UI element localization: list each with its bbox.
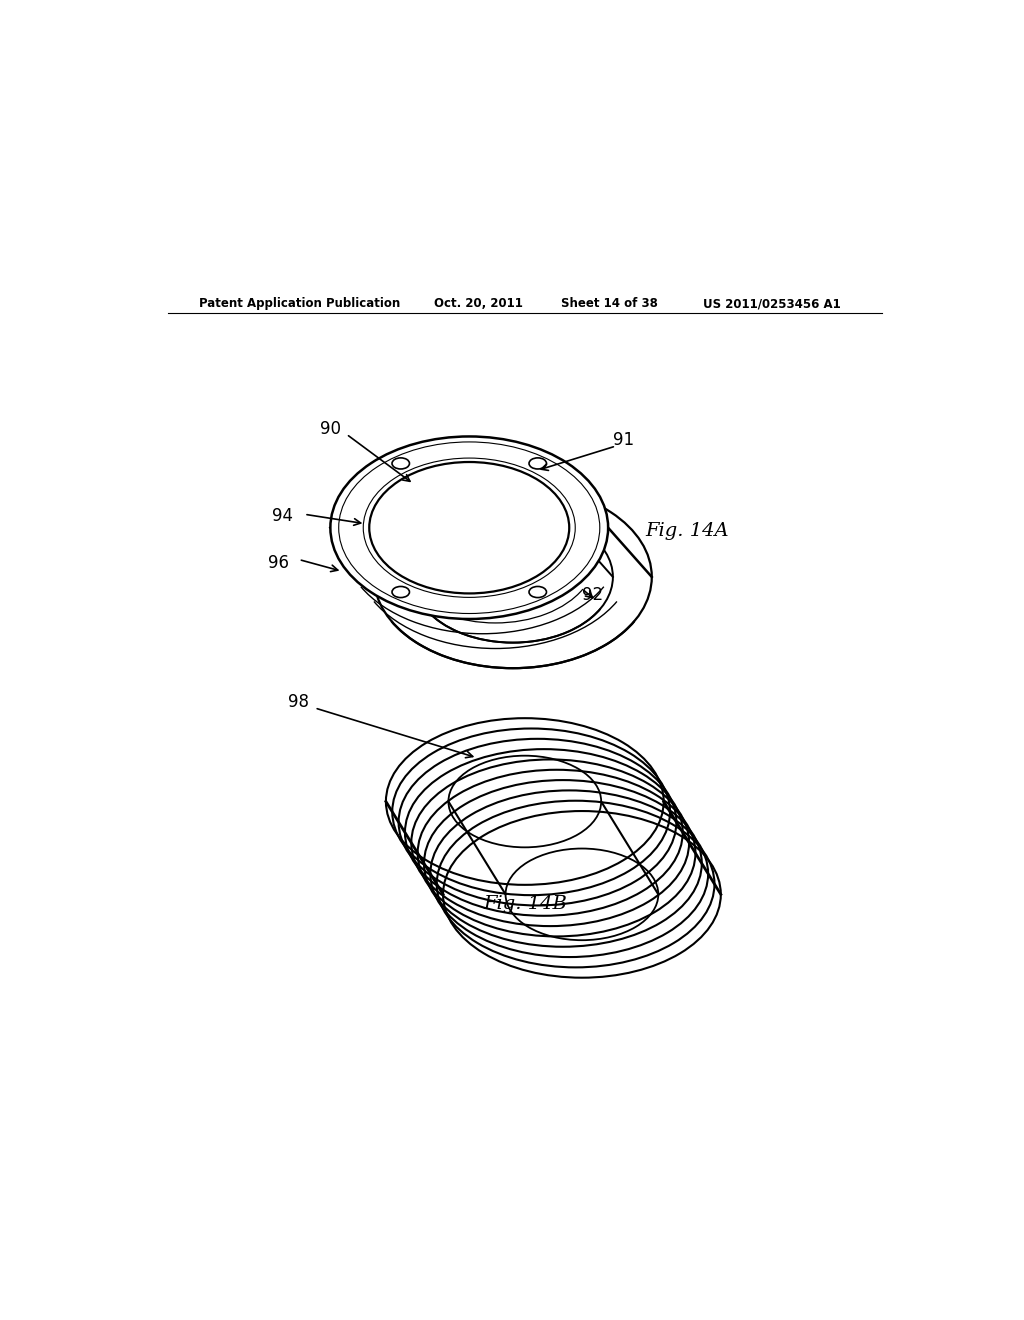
Text: US 2011/0253456 A1: US 2011/0253456 A1	[703, 297, 841, 310]
Text: 98: 98	[288, 693, 309, 711]
Ellipse shape	[436, 801, 715, 968]
Text: Oct. 20, 2011: Oct. 20, 2011	[433, 297, 522, 310]
Ellipse shape	[398, 739, 677, 906]
Text: Fig. 14B: Fig. 14B	[483, 895, 566, 912]
Ellipse shape	[392, 729, 670, 895]
Text: Patent Application Publication: Patent Application Publication	[200, 297, 400, 310]
Ellipse shape	[412, 759, 689, 927]
Ellipse shape	[443, 810, 721, 978]
Text: 96: 96	[268, 554, 290, 573]
Ellipse shape	[529, 586, 547, 598]
Text: 91: 91	[613, 432, 635, 449]
Ellipse shape	[374, 486, 651, 668]
Ellipse shape	[392, 458, 410, 469]
Ellipse shape	[529, 458, 547, 469]
Text: Fig. 14A: Fig. 14A	[646, 521, 729, 540]
Text: 92: 92	[582, 586, 603, 605]
Ellipse shape	[430, 791, 709, 957]
Ellipse shape	[386, 718, 664, 884]
Text: Sheet 14 of 38: Sheet 14 of 38	[560, 297, 657, 310]
Ellipse shape	[404, 750, 683, 916]
Ellipse shape	[424, 780, 701, 946]
Text: 94: 94	[272, 507, 293, 525]
Text: 90: 90	[319, 420, 341, 437]
Ellipse shape	[331, 437, 608, 619]
Ellipse shape	[392, 586, 410, 598]
Ellipse shape	[418, 770, 695, 936]
